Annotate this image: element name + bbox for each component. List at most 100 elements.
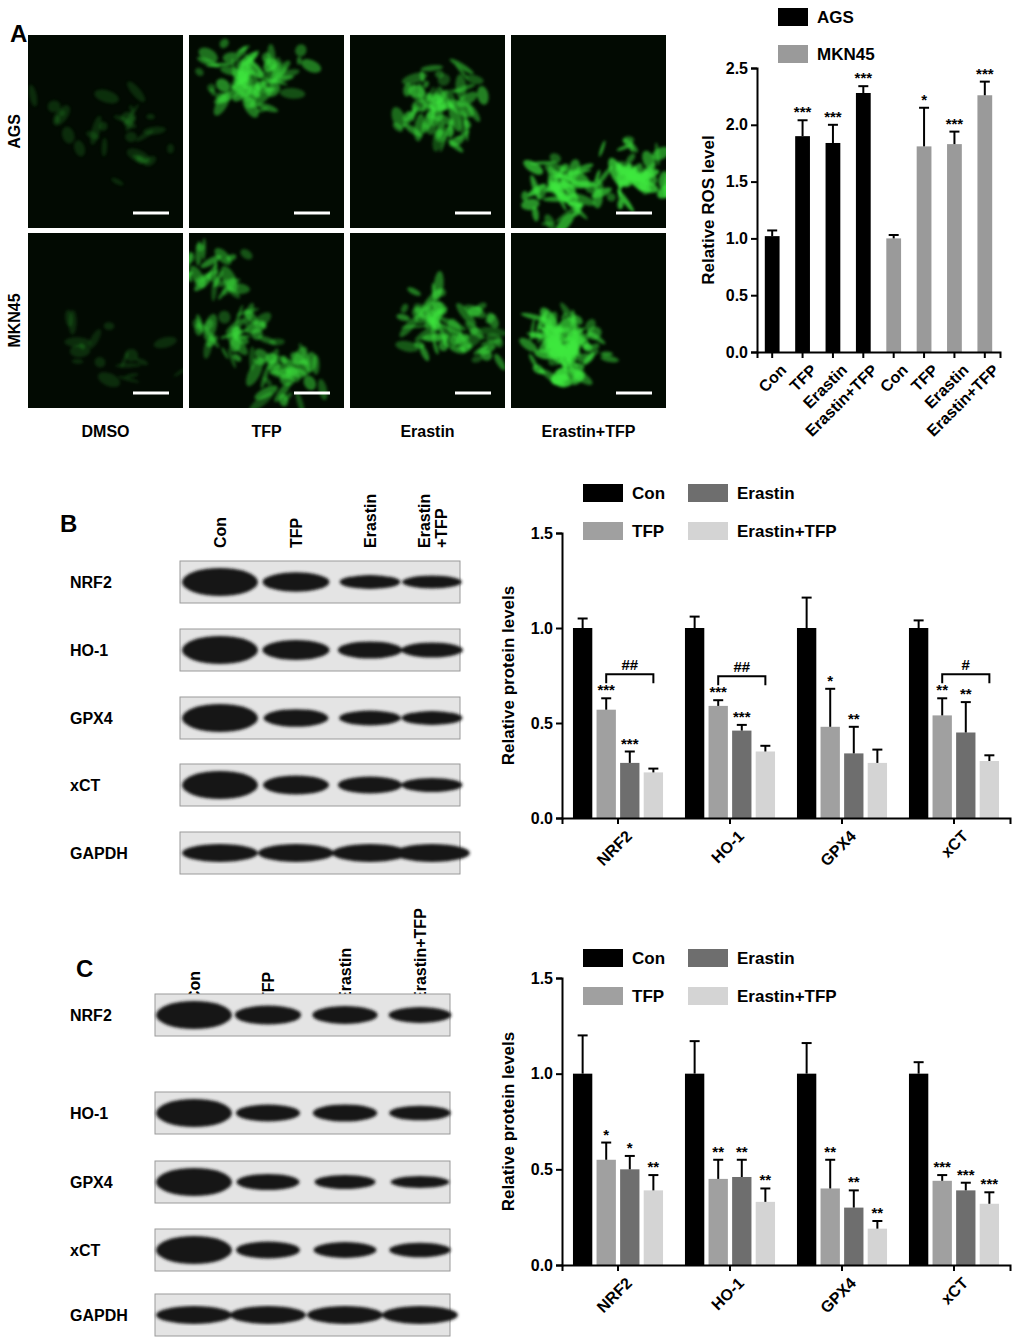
y-tick: 1.5 bbox=[531, 525, 562, 542]
significance: *** bbox=[709, 683, 727, 700]
error-bar bbox=[690, 1041, 700, 1074]
fluorescence-spot bbox=[194, 66, 206, 77]
bar bbox=[886, 238, 901, 352]
fluorescence-spot bbox=[629, 141, 634, 152]
fluorescence-spot bbox=[621, 169, 635, 182]
bar bbox=[597, 710, 616, 818]
significance: ** bbox=[872, 1204, 884, 1221]
error-bar bbox=[949, 132, 959, 144]
x-tick: GPX4 bbox=[817, 1265, 859, 1316]
error-bar bbox=[760, 1188, 770, 1201]
fluorescence-spot bbox=[218, 37, 231, 50]
error-bar-stem bbox=[764, 1188, 766, 1201]
bar bbox=[644, 772, 663, 818]
band bbox=[401, 778, 462, 792]
x-axis: NRF2HO-1GPX4xCT bbox=[563, 1265, 1011, 1316]
fluorescence-spot bbox=[594, 169, 601, 182]
fluorescence-spot bbox=[412, 84, 417, 92]
x-tick-label: Con bbox=[755, 361, 789, 395]
fluorescence-spot bbox=[272, 380, 293, 404]
fluorescence-spot bbox=[189, 271, 192, 280]
error-bar-stem bbox=[605, 1143, 607, 1160]
error-bar bbox=[648, 769, 658, 773]
bar bbox=[826, 143, 841, 352]
band bbox=[182, 704, 258, 732]
fluorescence-spot bbox=[272, 353, 299, 369]
legend-swatch bbox=[688, 484, 728, 502]
micrograph-background bbox=[511, 233, 666, 408]
band bbox=[402, 711, 463, 725]
significance: *** bbox=[957, 1166, 975, 1183]
blot-strip bbox=[155, 1229, 450, 1271]
error-bar bbox=[737, 725, 747, 731]
error-bar bbox=[980, 82, 990, 96]
fluorescence-spot bbox=[220, 347, 229, 360]
error-bar-stem bbox=[582, 619, 584, 629]
x-tick-mark bbox=[953, 352, 955, 358]
scale-bar bbox=[133, 212, 169, 215]
x-tick-mark bbox=[953, 818, 955, 824]
fluorescence-spot bbox=[479, 348, 493, 362]
x-tick: Con bbox=[755, 352, 789, 395]
lane-label: Erastin bbox=[416, 494, 433, 548]
fluorescence-spot bbox=[99, 121, 108, 131]
legend-swatch bbox=[688, 949, 728, 967]
fluorescence-spot bbox=[475, 301, 488, 312]
y-axis: 0.00.51.01.5 bbox=[531, 525, 563, 827]
y-tick-mark bbox=[556, 628, 562, 630]
fluorescence-spot bbox=[125, 145, 153, 167]
fluorescence-spot bbox=[432, 308, 443, 318]
band bbox=[389, 1243, 451, 1257]
bar bbox=[797, 628, 816, 818]
bands bbox=[156, 1099, 451, 1127]
row-label: MKN45 bbox=[6, 293, 23, 347]
protein-label: NRF2 bbox=[70, 1007, 112, 1024]
legend-label: Erastin bbox=[737, 484, 795, 503]
error-bar-cap bbox=[767, 229, 777, 231]
fluorescence-spot bbox=[293, 43, 308, 59]
legend-swatch bbox=[583, 522, 623, 540]
y-tick-label: 1.5 bbox=[726, 173, 748, 190]
fluorescence-spot bbox=[464, 73, 484, 86]
x-tick-mark bbox=[841, 1265, 843, 1271]
fluorescence-spot bbox=[275, 368, 285, 376]
significance: *** bbox=[946, 115, 964, 132]
fluorescence bbox=[194, 37, 324, 121]
fluorescence-spot bbox=[124, 348, 140, 363]
bar bbox=[685, 1074, 704, 1265]
column-label: Erastin+TFP bbox=[542, 423, 636, 440]
significance: * bbox=[603, 1126, 609, 1143]
x-tick-label: HO-1 bbox=[708, 1274, 747, 1313]
fluorescence-spot bbox=[28, 117, 29, 135]
fluorescence-spot bbox=[598, 140, 607, 157]
fluorescence-spot bbox=[451, 82, 476, 95]
fluorescence bbox=[389, 57, 490, 154]
significance: *** bbox=[733, 708, 751, 725]
x-tick: HO-1 bbox=[708, 1265, 747, 1313]
legend-swatch bbox=[778, 45, 808, 63]
fluorescence-spot bbox=[60, 125, 77, 145]
bar bbox=[821, 727, 840, 818]
legend-swatch bbox=[688, 522, 728, 540]
fluorescence-spot bbox=[72, 359, 84, 365]
figure: ABCAGSMKN45DMSOTFPErastinErastin+TFPConT… bbox=[0, 0, 1020, 1343]
fluorescence-spot bbox=[115, 363, 141, 368]
x-tick: NRF2 bbox=[594, 1265, 636, 1316]
fluorescence-spot bbox=[493, 337, 504, 349]
micrograph-background bbox=[189, 35, 344, 228]
bar bbox=[956, 1190, 975, 1265]
fluorescence-spot bbox=[252, 346, 271, 364]
y-tick-label: 2.0 bbox=[726, 116, 748, 133]
x-tick: Erastin+TFP bbox=[924, 352, 1003, 440]
significance: * bbox=[827, 672, 833, 689]
fluorescence-spot bbox=[448, 57, 475, 76]
protein-label: xCT bbox=[70, 1242, 100, 1259]
row-label: AGS bbox=[6, 114, 23, 149]
significance: * bbox=[627, 1139, 633, 1156]
error-bar-stem bbox=[582, 1035, 584, 1073]
error-bar bbox=[889, 235, 899, 238]
fluorescence-spot bbox=[441, 332, 461, 350]
fluorescence-spot bbox=[548, 151, 563, 165]
fluorescence-spot bbox=[153, 335, 178, 351]
x-axis-line bbox=[563, 1266, 1011, 1272]
